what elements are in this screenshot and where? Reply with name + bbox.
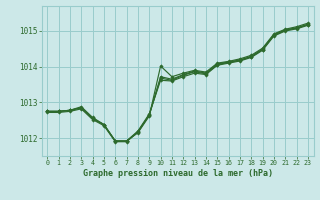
X-axis label: Graphe pression niveau de la mer (hPa): Graphe pression niveau de la mer (hPa) bbox=[83, 169, 273, 178]
